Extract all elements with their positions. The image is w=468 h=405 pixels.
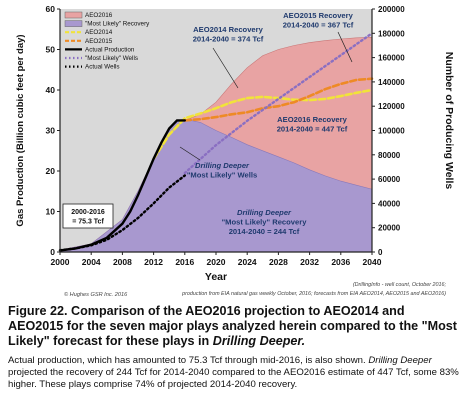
footnote-source-2: production from EIA natural gas weekly O…	[181, 291, 446, 297]
legend-aeo2015: AEO2015	[65, 38, 113, 45]
pointer-most-likely-wells	[179, 146, 201, 161]
legend-aeo2016: AEO2016	[64, 11, 113, 19]
annotation-line: "Most Likely" Wells	[187, 171, 257, 180]
x-tick-label: 2028	[269, 257, 288, 267]
y-left-tick-label: 40	[46, 85, 56, 95]
figure-caption-italic: Drilling Deeper.	[212, 334, 306, 348]
y-left-tick-label: 60	[46, 4, 56, 14]
gas-production-chart: 2000 2004 2008 2012 2016 2020 2024 2028 2032 2036…	[15, 4, 455, 298]
y-right-tick-label: 180000	[378, 29, 405, 38]
x-tick-label: 2016	[175, 257, 194, 267]
legend-label: "Most Likely" Recovery	[85, 21, 150, 28]
legend-label: Actual Production	[85, 46, 135, 53]
pointer-aeo2014	[212, 47, 239, 89]
legend-most-likely-wells: "Most Likely" Wells	[65, 55, 138, 62]
annotation-2000-2016: 2000-2016 = 75.3 Tcf	[62, 203, 114, 229]
legend-swatch	[64, 11, 83, 19]
line-aeo2015	[183, 77, 374, 122]
y-left-tick-label: 20	[46, 166, 56, 176]
y-left-tick-label: 0	[50, 247, 55, 257]
legend-actual-production: Actual Production	[65, 46, 135, 53]
line-most-likely-wells	[183, 32, 374, 175]
annotation-box	[62, 203, 114, 229]
figure-caption: Figure 22. Comparison of the AEO2016 pro…	[8, 304, 460, 349]
x-tick-label: 2024	[238, 257, 257, 267]
x-tick-label: 2040	[363, 257, 382, 267]
body-text-italic: Drilling Deeper	[368, 355, 432, 366]
y-left-tick-label: 10	[46, 207, 56, 217]
x-tick-label: 2032	[300, 257, 319, 267]
x-tick-label: 2000	[51, 257, 70, 267]
line-aeo2014	[152, 88, 374, 161]
y-right-tick-label: 100000	[378, 127, 405, 136]
x-tick-label: 2036	[331, 257, 350, 267]
figure-body-text: Actual production, which has amounted to…	[8, 355, 460, 391]
annotation-line: Drilling Deeper	[237, 208, 292, 217]
annotation-line: AEO2014 Recovery	[193, 25, 263, 34]
annotation-most-likely-wells: Drilling Deeper"Most Likely" Wells	[187, 161, 257, 180]
y-left-tick-label: 30	[46, 126, 56, 136]
annotation-line: = 75.3 Tcf	[72, 219, 104, 226]
y-right-axis-label: Number of Producing Wells	[443, 52, 455, 190]
legend-label: Actual Wells	[85, 64, 120, 71]
x-tick-label: 2008	[113, 257, 132, 267]
x-tick-label: 2004	[82, 257, 101, 267]
annotation-line: AEO2016 Recovery	[277, 115, 347, 124]
legend-label: AEO2016	[85, 12, 113, 19]
legend-label: AEO2015	[85, 38, 113, 45]
legend-label: "Most Likely" Wells	[85, 55, 138, 62]
y-right-tick-label: 200000	[378, 5, 405, 14]
legend-swatch	[64, 20, 83, 27]
x-tick-label: 2020	[207, 257, 226, 267]
legend-most-likely-recovery: "Most Likely" Recovery	[64, 20, 150, 28]
figure-caption-text: Figure 22. Comparison of the AEO2016 pro…	[8, 304, 457, 348]
annotation-line: 2014-2040 = 374 Tcf	[193, 35, 264, 44]
y-right-tick-label: 140000	[378, 78, 405, 87]
x-axis-label: Year	[205, 271, 227, 283]
y-right-tick-label: 60000	[378, 175, 401, 184]
footnote-copyright: © Hughes GSR Inc. 2016	[64, 291, 128, 298]
y-right-tick-label: 120000	[378, 102, 405, 111]
body-text-2: projected the recovery of 244 Tcf for 20…	[8, 367, 459, 390]
body-text-1: Actual production, which has amounted to…	[8, 355, 369, 366]
legend-actual-wells: Actual Wells	[65, 64, 120, 71]
annotation-line: "Most Likely" Recovery	[222, 218, 308, 227]
y-left-tick-label: 50	[46, 45, 56, 55]
annotation-line: AEO2015 Recovery	[283, 11, 353, 20]
x-tick-label: 2012	[144, 257, 163, 267]
annotation-most-likely-recovery: Drilling Deeper"Most Likely" Recovery201…	[222, 208, 308, 236]
pointer-aeo2015	[337, 31, 353, 63]
y-right-tick-label: 0	[378, 248, 383, 257]
annotation-line: 2014-2040 = 244 Tcf	[229, 227, 300, 236]
y-right-tick-label: 80000	[378, 151, 401, 160]
y-right-tick-label: 20000	[378, 224, 401, 233]
annotation-line: 2000-2016	[71, 209, 105, 216]
y-left-axis-label: Gas Production (Billion cubic feet per d…	[15, 34, 26, 226]
footnote-source-1: (DrillingInfo - well count, October 2016…	[353, 282, 447, 288]
y-right-tick-label: 40000	[378, 199, 401, 208]
legend-label: AEO2014	[85, 29, 113, 36]
legend-aeo2014: AEO2014	[65, 29, 113, 36]
line-actual-wells	[58, 174, 186, 252]
annotation-line: 2014-2040 = 367 Tcf	[283, 21, 354, 30]
y-right-tick-label: 160000	[378, 54, 405, 63]
annotation-line: Drilling Deeper	[195, 161, 250, 170]
annotation-line: 2014-2040 = 447 Tcf	[277, 125, 348, 134]
